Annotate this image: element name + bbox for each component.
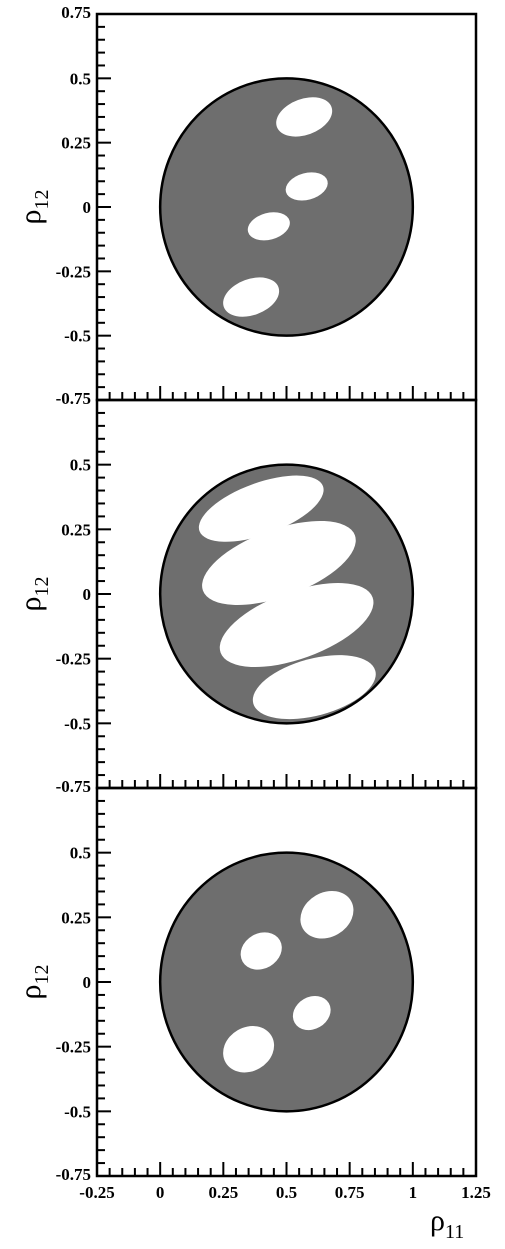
disk-region	[158, 851, 415, 1113]
y-tick-label: -0.75	[56, 777, 91, 796]
y-tick-label: 0.25	[61, 134, 91, 153]
y-tick-label: -0.75	[56, 1165, 91, 1184]
y-tick-label: 0	[83, 198, 92, 217]
x-tick-label: 1.25	[461, 1183, 491, 1202]
y-tick-label: 0.5	[70, 456, 91, 475]
x-tick-label: 0.25	[208, 1183, 238, 1202]
hole-4	[223, 277, 280, 317]
x-tick-label: 0.75	[335, 1183, 365, 1202]
y-axis-label: ρ12	[14, 190, 53, 225]
hole-2	[285, 172, 328, 201]
y-tick-label: 0.75	[61, 3, 91, 22]
x-tick-label: 1	[409, 1183, 418, 1202]
x-tick-label: 0	[156, 1183, 165, 1202]
y-tick-label: -0.5	[64, 1102, 91, 1121]
y-tick-label: 0.25	[61, 908, 91, 927]
y-tick-label: 0	[83, 973, 92, 992]
chart-panel-top: 0.75 0.5 0.25 0 -0.25 -0.5 -0.75 ρ12	[14, 3, 478, 408]
hole-1	[198, 475, 324, 542]
chart-panel-middle: 0.5 0.25 0 -0.25 -0.5 -0.75 ρ12	[14, 398, 478, 796]
x-axis-label: ρ11	[430, 1204, 464, 1243]
y-tick-label: -0.5	[64, 327, 91, 346]
hole-3	[247, 212, 290, 241]
hole-4	[223, 1026, 275, 1073]
y-tick-label: -0.25	[56, 650, 91, 669]
y-tick-label: -0.25	[56, 262, 91, 281]
hole-1	[276, 97, 333, 137]
x-tick-label: 0.5	[276, 1183, 297, 1202]
x-tick-label: -0.25	[79, 1183, 114, 1202]
hole-1	[300, 890, 354, 939]
hole-2	[202, 520, 356, 605]
hole-3	[219, 583, 374, 668]
y-tick-label: 0.5	[70, 844, 91, 863]
y-axis-label: ρ12	[14, 965, 53, 1000]
y-tick-label: -0.5	[64, 714, 91, 733]
hole-2	[240, 932, 282, 970]
y-tick-label: -0.75	[56, 389, 91, 408]
y-tick-label: 0.25	[61, 520, 91, 539]
chart-panel-bottom: 0.5 0.25 0 -0.25 -0.5 -0.75 ρ12 -0.25 0 0.25 0.5 0.…	[14, 786, 491, 1243]
y-tick-label: 0.5	[70, 69, 91, 88]
hole-3	[292, 996, 331, 1031]
y-axis-label: ρ12	[14, 577, 53, 612]
hole-4	[252, 655, 376, 720]
disk-region	[158, 77, 415, 337]
y-tick-label: -0.25	[56, 1038, 91, 1057]
y-tick-label: 0	[83, 585, 92, 604]
